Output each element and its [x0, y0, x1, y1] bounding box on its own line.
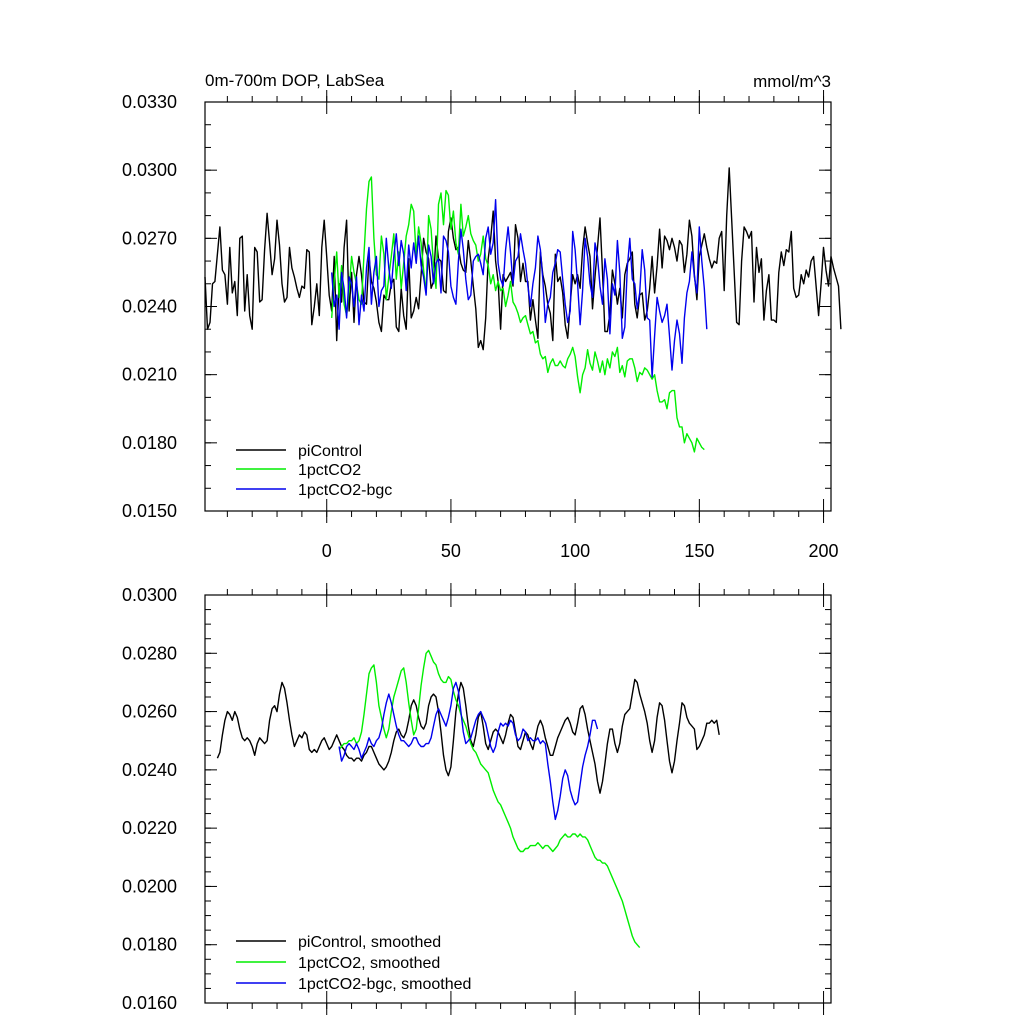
x-tick-label: 100 — [560, 541, 590, 561]
series-line-1pctco2-bgc — [331, 198, 708, 378]
top-chart-units: mmol/m^3 — [753, 72, 831, 91]
y-tick-label: 0.0240 — [122, 297, 177, 317]
legend-label-picontrol: piControl — [298, 443, 362, 460]
y-tick-label: 0.0220 — [122, 818, 177, 838]
x-tick-label: 200 — [809, 541, 839, 561]
series-line-1pctco2-smoothed — [338, 649, 641, 949]
y-tick-label: 0.0330 — [122, 92, 177, 112]
y-tick-label: 0.0210 — [122, 365, 177, 385]
series-line-picontrol-smoothed — [216, 678, 720, 794]
x-tick-label: 0 — [322, 541, 332, 561]
legend-label-1pctco2: 1pctCO2 — [298, 462, 361, 479]
top-legend: piControl 1pctCO2 1pctCO2-bgc — [236, 443, 392, 499]
series-line-1pctco2-bgc-smoothed — [338, 681, 599, 821]
bottom-series-group — [216, 649, 720, 949]
y-tick-label: 0.0240 — [122, 760, 177, 780]
bottom-y-axis: 0.0160 0.0180 0.0200 0.0220 0.0240 0.0260 0.02… — [122, 585, 831, 1013]
bottom-legend: piControl, smoothed 1pctCO2, smoothed 1p… — [236, 934, 471, 993]
y-tick-label: 0.0300 — [122, 160, 177, 180]
bottom-panel: 0.0160 0.0180 0.0200 0.0220 0.0240 0.0260 0.02… — [122, 583, 832, 1015]
top-chart-title: 0m-700m DOP, LabSea — [205, 71, 385, 90]
y-tick-label: 0.0180 — [122, 433, 177, 453]
series-line-picontrol — [204, 167, 842, 351]
y-tick-label: 0.0300 — [122, 585, 177, 605]
y-tick-label: 0.0260 — [122, 702, 177, 722]
legend-label-1pctco2-bgc-smoothed: 1pctCO2-bgc, smoothed — [298, 976, 471, 993]
bottom-x-axis — [226, 583, 825, 1015]
series-line-1pctco2 — [331, 176, 705, 453]
legend-label-1pctco2-smoothed: 1pctCO2, smoothed — [298, 955, 440, 972]
y-tick-label: 0.0150 — [122, 501, 177, 521]
top-y-axis: 0.0150 0.0180 0.0210 0.0240 0.0270 0.0300 0.03… — [122, 92, 831, 521]
y-tick-label: 0.0180 — [122, 935, 177, 955]
top-series-group — [204, 167, 842, 453]
y-tick-label: 0.0200 — [122, 876, 177, 896]
legend-label-picontrol-smoothed: piControl, smoothed — [298, 934, 441, 951]
y-tick-label: 0.0160 — [122, 993, 177, 1013]
y-tick-label: 0.0270 — [122, 228, 177, 248]
x-tick-label: 150 — [684, 541, 714, 561]
top-panel: 0m-700m DOP, LabSea mmol/m^3 0.0150 0.018… — [122, 71, 842, 561]
top-x-axis: 0 50 100 150 200 — [226, 90, 839, 561]
x-tick-label: 50 — [441, 541, 461, 561]
legend-label-1pctco2-bgc: 1pctCO2-bgc — [298, 482, 392, 499]
y-tick-label: 0.0280 — [122, 643, 177, 663]
